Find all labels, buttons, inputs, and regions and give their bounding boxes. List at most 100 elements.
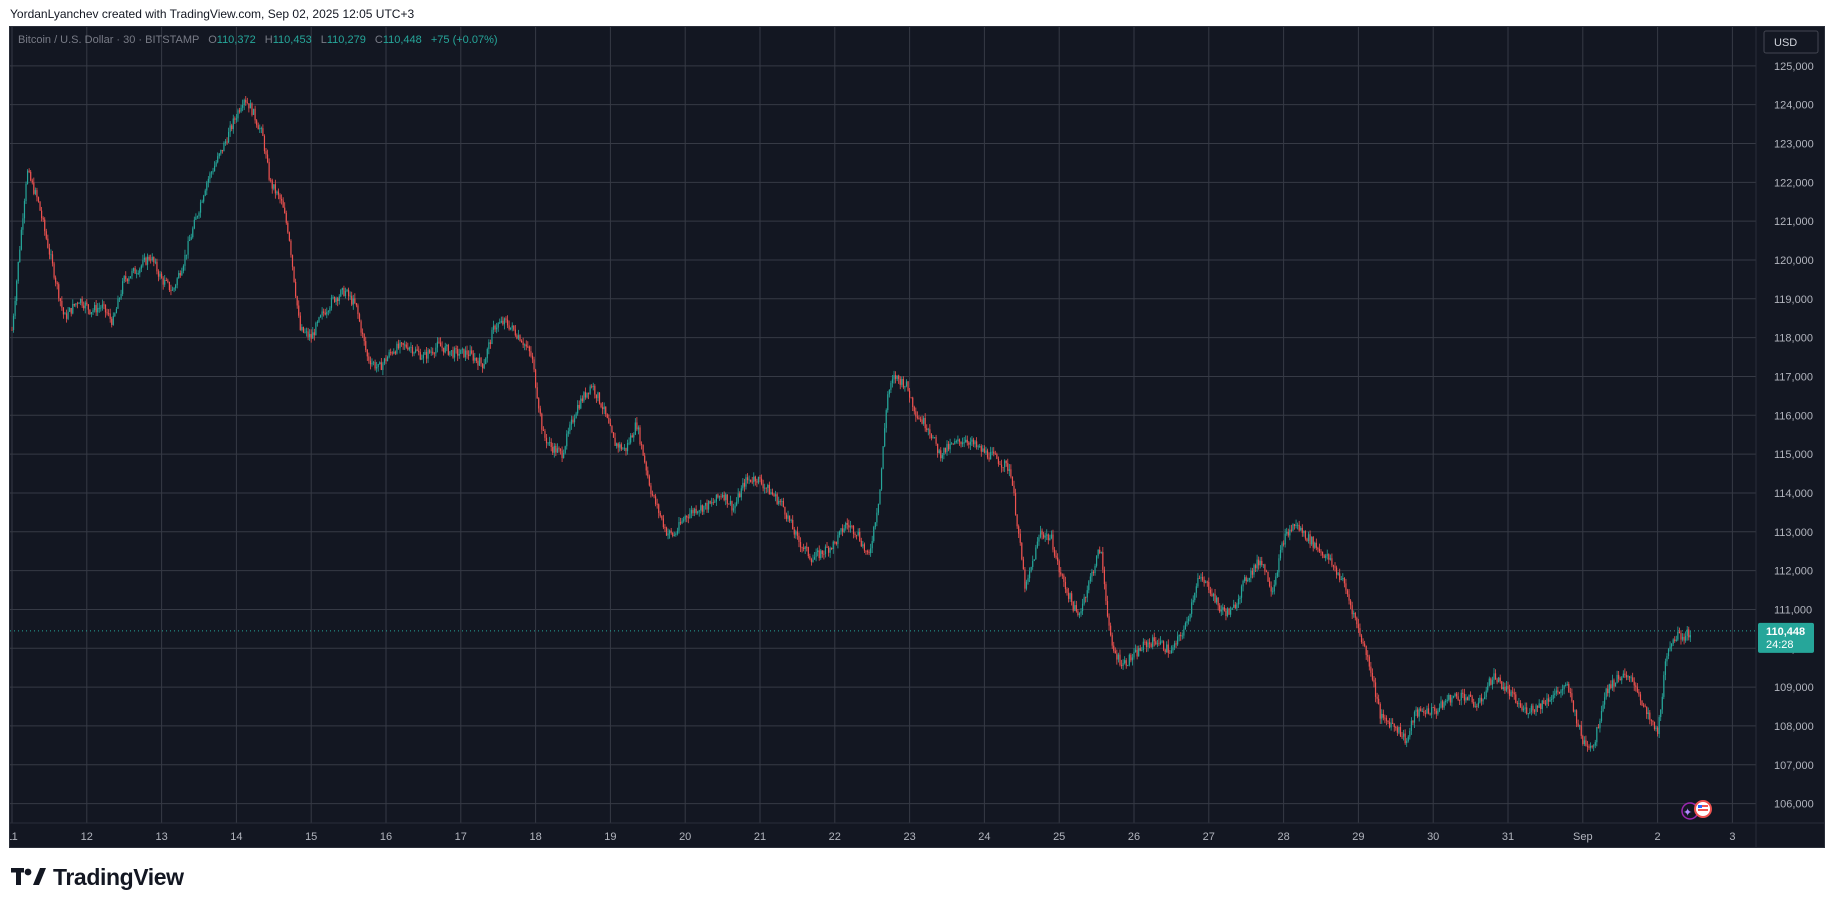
candle-body — [1370, 666, 1372, 673]
candle-body — [776, 494, 778, 504]
candle-body — [510, 327, 512, 330]
price-chart[interactable]: Bitcoin / U.S. Dollar · 30 · BITSTAMP O1… — [10, 27, 1824, 847]
candle-body — [1614, 682, 1617, 687]
candle-body — [530, 351, 532, 356]
candle-body — [701, 505, 703, 512]
candle-body — [220, 149, 222, 154]
candle-body — [592, 386, 594, 387]
candle-body — [700, 505, 702, 511]
last-price-label: 110,448 — [1766, 626, 1805, 638]
candle-body — [25, 183, 27, 202]
candle-body — [754, 476, 756, 482]
price-tick-label: 107,000 — [1774, 760, 1814, 772]
candle-body — [1055, 555, 1057, 558]
candle-body — [1526, 707, 1528, 714]
candle-body — [162, 278, 164, 285]
candle-body — [1343, 578, 1345, 584]
event-markers[interactable]: ✦ — [1681, 800, 1712, 820]
candle-body — [274, 184, 276, 194]
candle-body — [1340, 579, 1342, 581]
candle-body — [929, 429, 931, 435]
candle-body — [862, 544, 864, 547]
candle-body — [1147, 642, 1149, 648]
candle-body — [108, 313, 110, 315]
candle-body — [726, 494, 728, 504]
candle-body — [1071, 593, 1073, 602]
time-tick-label: 22 — [829, 831, 841, 843]
candle-body — [1287, 532, 1289, 536]
candle-body — [731, 500, 733, 511]
candle-body — [1030, 566, 1032, 572]
price-axis[interactable]: 106,000107,000108,000109,000110,000111,0… — [1774, 61, 1814, 811]
candle-body — [1312, 536, 1314, 548]
candle-body — [1066, 589, 1068, 593]
candle-body — [1038, 537, 1040, 542]
candle-body — [516, 335, 518, 339]
candle-body — [563, 452, 565, 459]
candle-body — [1448, 694, 1450, 700]
tradingview-footer-logo[interactable]: TradingView — [11, 862, 184, 892]
candle-body — [22, 218, 24, 230]
candle-body — [514, 329, 516, 336]
candle-body — [868, 551, 870, 554]
candle-body — [376, 367, 378, 369]
candle-body — [793, 529, 795, 535]
chart-container[interactable]: Bitcoin / U.S. Dollar · 30 · BITSTAMP O1… — [9, 26, 1825, 848]
candle-body — [87, 304, 89, 310]
candle-body — [831, 547, 833, 549]
candle-body — [1036, 541, 1038, 548]
candle-body — [1379, 704, 1381, 719]
candle-body — [728, 503, 730, 505]
candle-body — [1304, 531, 1307, 539]
candle-body — [1689, 635, 1691, 638]
time-axis[interactable]: 1112131415161718192021222324252627282930… — [10, 831, 1735, 843]
candle-body — [818, 550, 820, 559]
price-tick-label: 115,000 — [1774, 449, 1813, 461]
candle-body — [1315, 542, 1317, 548]
candle-body — [1130, 654, 1132, 661]
candle-body — [1501, 681, 1503, 690]
candle-body — [1471, 696, 1473, 702]
candle-body — [125, 276, 127, 280]
candle-body — [464, 350, 467, 358]
candle-body — [118, 298, 121, 300]
candle-body — [502, 320, 504, 325]
candle-body — [524, 344, 526, 346]
candle-body — [1164, 649, 1166, 653]
candle-body — [626, 443, 629, 452]
candle-body — [1512, 691, 1514, 693]
candle-body — [591, 386, 593, 388]
candle-body — [642, 444, 644, 456]
candle-body — [1220, 609, 1222, 612]
candle-body — [550, 442, 552, 447]
candle-body — [494, 325, 496, 330]
candle-body — [193, 219, 195, 229]
candle-body — [1362, 642, 1364, 644]
candle-body — [887, 394, 889, 411]
candle-body — [480, 357, 482, 364]
candle-body — [873, 527, 875, 542]
candle-body — [1543, 700, 1545, 704]
candle-body — [890, 382, 892, 390]
candle-body — [1470, 694, 1472, 697]
time-tick-label: 27 — [1203, 831, 1215, 843]
candle-body — [1195, 586, 1197, 593]
candle-body — [980, 446, 982, 452]
candle-body — [907, 381, 909, 391]
time-tick-label: 16 — [380, 831, 392, 843]
candle-body — [114, 313, 116, 316]
candle-body — [198, 212, 200, 217]
candle-body — [1050, 534, 1053, 539]
candle-body — [737, 493, 739, 502]
candle-body — [1555, 690, 1557, 694]
candle-body — [1166, 644, 1168, 653]
candle-body — [739, 493, 741, 498]
candle-body — [1156, 643, 1158, 645]
candle-body — [51, 254, 54, 264]
candle-body — [273, 184, 275, 189]
candle-body — [1642, 705, 1645, 707]
candle-body — [482, 363, 484, 369]
currency-button[interactable]: USD — [1763, 30, 1819, 54]
candle-body — [1300, 527, 1302, 531]
time-tick-label: 26 — [1128, 831, 1140, 843]
